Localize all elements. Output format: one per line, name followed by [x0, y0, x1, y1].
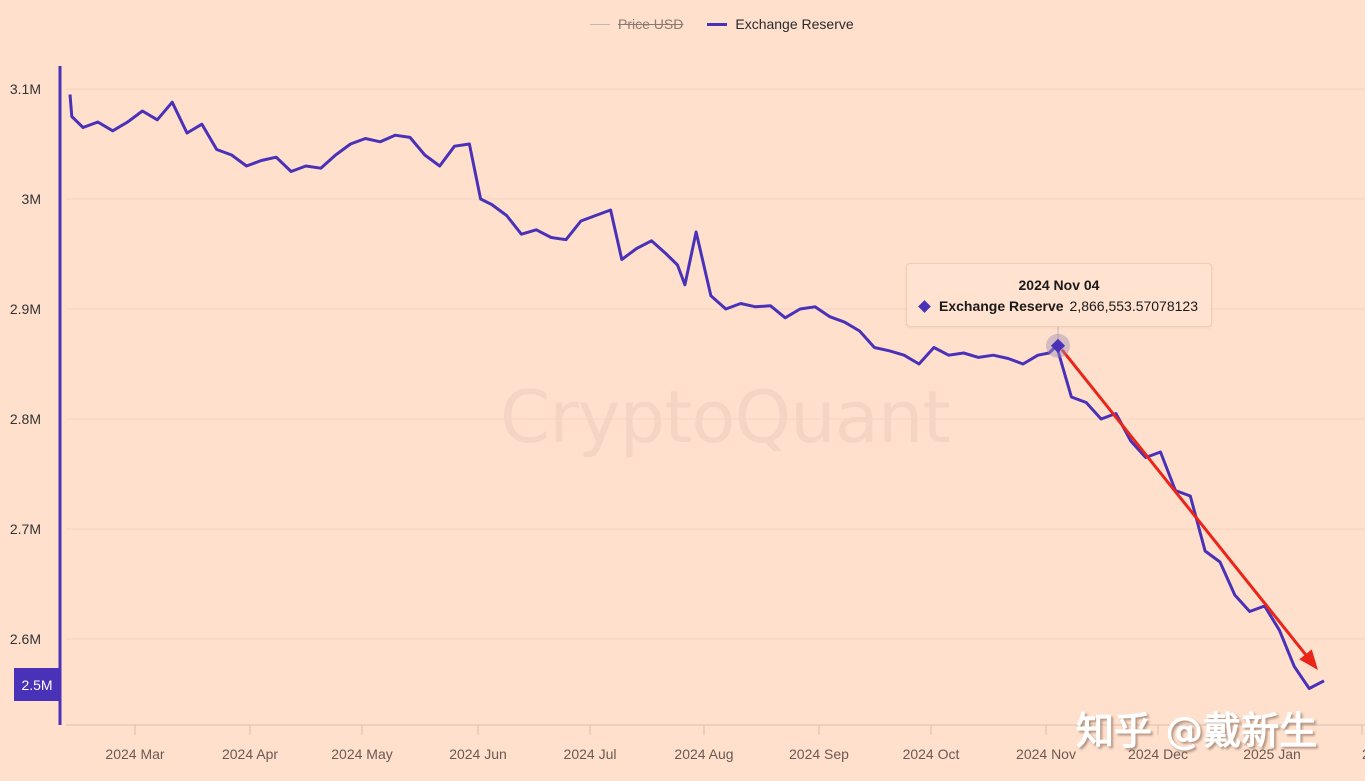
tooltip-row: Exchange Reserve 2,866,553.57078123: [907, 298, 1211, 314]
x-tick-label: 2024 Jul: [564, 746, 617, 762]
x-tick-label: 2024 Sep: [789, 746, 849, 762]
x-tick-label: 2024 Nov: [1016, 746, 1076, 762]
x-tick-label: 2024 Aug: [674, 746, 733, 762]
series-diamond-icon: [918, 299, 931, 313]
legend-label: Price USD: [618, 16, 684, 32]
x-axis: 2024 Mar 2024 Apr 2024 May 2024 Jun 2024 Jul…: [105, 725, 1365, 762]
tooltip-series-name: Exchange Reserve: [939, 298, 1064, 314]
legend-item-price-usd[interactable]: Price USD: [590, 16, 683, 32]
legend-line-icon: [707, 22, 728, 26]
y-tick-label: 2.8M: [10, 411, 41, 427]
legend-label: Exchange Reserve: [735, 16, 854, 32]
y-tick-label: 3.1M: [10, 81, 41, 97]
tooltip: 2024 Nov 04 Exchange Reserve 2,866,553.5…: [906, 263, 1212, 327]
gridlines: [66, 88, 1365, 640]
x-tick-label: 2024 Dec: [1128, 746, 1188, 762]
cryptoquant-watermark: CryptoQuant: [500, 375, 951, 459]
author-watermark: 知乎 @戴新生: [1076, 709, 1318, 753]
hover-point-diamond-icon[interactable]: [1050, 338, 1066, 353]
x-tick-label: 2025 Jan: [1243, 746, 1301, 762]
y-tick-label: 2.6M: [10, 631, 41, 647]
y-axis-current-value-badge: 2.5M: [14, 668, 60, 701]
x-tick-label: 2: [1362, 746, 1365, 762]
y-tick-label: 3M: [22, 191, 41, 207]
exchange-reserve-line[interactable]: [68, 94, 1325, 690]
legend-item-exchange-reserve[interactable]: Exchange Reserve: [707, 16, 854, 32]
legend: Price USD Exchange Reserve: [590, 16, 854, 32]
tooltip-date: 2024 Nov 04: [1018, 277, 1100, 293]
trend-arrow: [1060, 348, 1310, 659]
x-tick-label: 2024 Apr: [222, 746, 278, 762]
x-tick-label: 2024 May: [331, 746, 392, 762]
legend-line-icon: [590, 23, 610, 25]
x-tick-label: 2024 Oct: [903, 746, 960, 762]
x-tick-label: 2024 Jun: [449, 746, 507, 762]
y-tick-label: 2.9M: [10, 301, 41, 317]
y-axis: 3.1M 3M 2.9M 2.8M 2.7M 2.6M: [10, 81, 41, 647]
x-tick-label: 2024 Mar: [105, 746, 164, 762]
y-tick-label: 2.7M: [10, 521, 41, 537]
tooltip-value: 2,866,553.57078123: [1069, 298, 1198, 314]
arrow-head-icon: [1299, 649, 1318, 670]
